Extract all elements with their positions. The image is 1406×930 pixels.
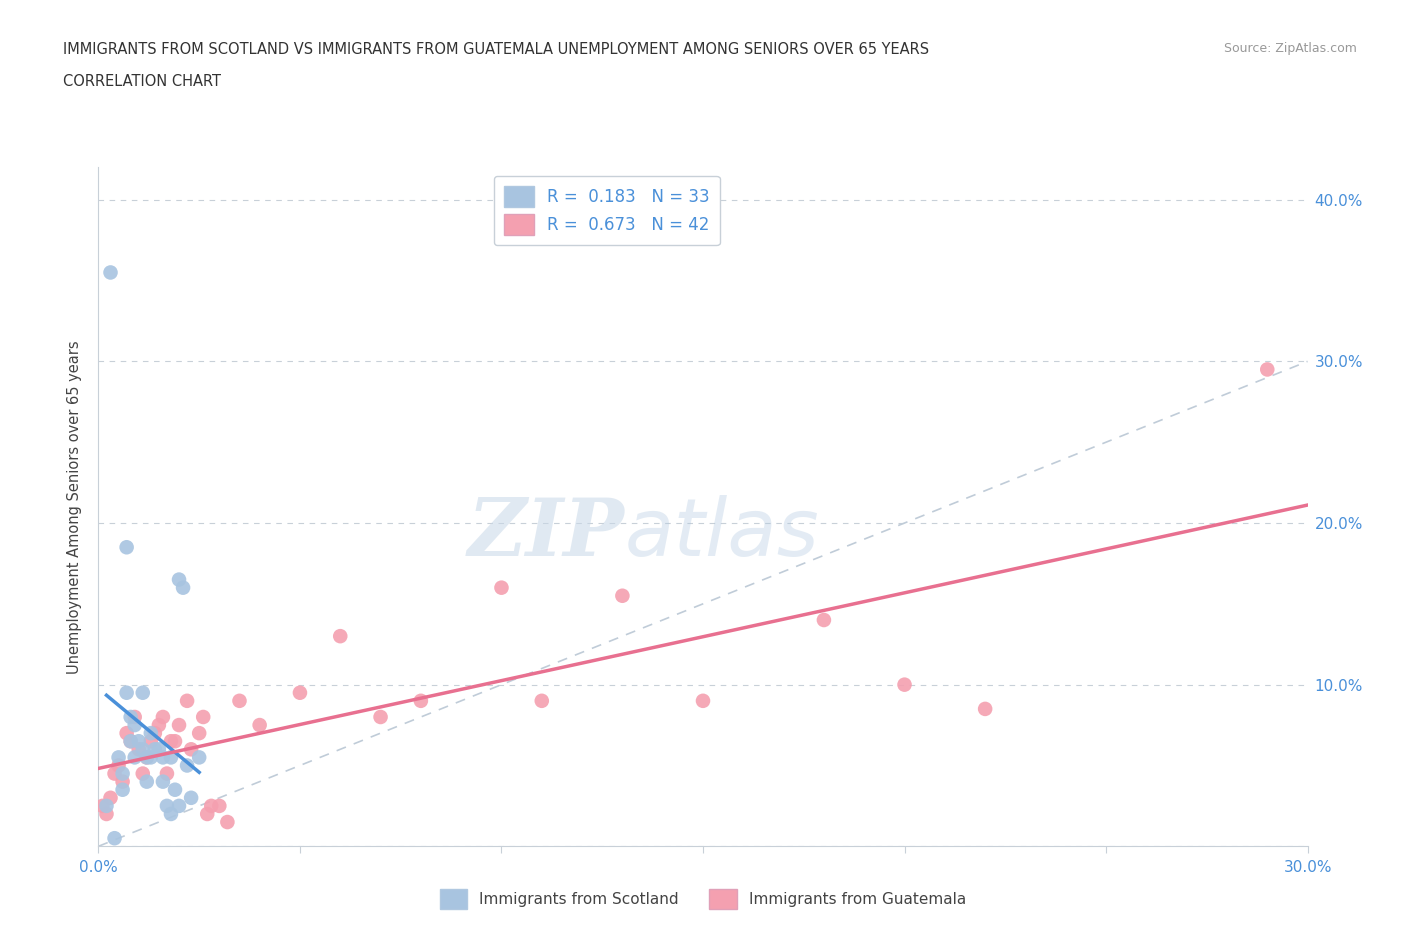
Point <box>139 725 162 740</box>
Text: atlas: atlas <box>624 495 820 573</box>
Point <box>491 580 513 595</box>
Point <box>124 750 146 764</box>
Point <box>135 774 157 789</box>
Point <box>288 685 311 700</box>
Point <box>193 710 215 724</box>
Point <box>120 710 142 724</box>
Point <box>139 750 162 764</box>
Point <box>107 750 129 764</box>
Point <box>100 790 122 805</box>
Point <box>103 830 125 845</box>
Point <box>200 799 222 814</box>
Point <box>103 766 125 781</box>
Point <box>160 806 183 821</box>
Point <box>530 694 553 709</box>
Point <box>139 734 162 749</box>
Point <box>409 694 432 709</box>
Point <box>115 539 138 554</box>
Point <box>163 782 186 797</box>
Point <box>148 742 170 757</box>
Legend: Immigrants from Scotland, Immigrants from Guatemala: Immigrants from Scotland, Immigrants fro… <box>432 882 974 917</box>
Point <box>120 734 142 749</box>
Point <box>132 685 155 700</box>
Point <box>124 718 146 733</box>
Point <box>188 725 211 740</box>
Point <box>249 718 271 733</box>
Point <box>107 758 129 773</box>
Point <box>160 750 183 764</box>
Point <box>135 750 157 764</box>
Point <box>115 725 138 740</box>
Point <box>132 766 155 781</box>
Point <box>156 799 179 814</box>
Point <box>156 766 179 781</box>
Point <box>195 806 218 821</box>
Point <box>612 589 634 604</box>
Point <box>188 750 211 764</box>
Point <box>124 710 146 724</box>
Point <box>152 710 174 724</box>
Point <box>135 750 157 764</box>
Text: CORRELATION CHART: CORRELATION CHART <box>63 74 221 89</box>
Point <box>160 734 183 749</box>
Point <box>176 694 198 709</box>
Text: IMMIGRANTS FROM SCOTLAND VS IMMIGRANTS FROM GUATEMALA UNEMPLOYMENT AMONG SENIORS: IMMIGRANTS FROM SCOTLAND VS IMMIGRANTS F… <box>63 42 929 57</box>
Point <box>167 572 190 587</box>
Point <box>128 742 150 757</box>
Point <box>228 694 250 709</box>
Y-axis label: Unemployment Among Seniors over 65 years: Unemployment Among Seniors over 65 years <box>67 340 83 673</box>
Point <box>167 799 190 814</box>
Point <box>128 734 150 749</box>
Point <box>172 580 194 595</box>
Point <box>100 265 122 280</box>
Point <box>143 725 166 740</box>
Point <box>893 677 915 692</box>
Point <box>208 799 231 814</box>
Point <box>143 742 166 757</box>
Point <box>180 790 202 805</box>
Point <box>167 718 190 733</box>
Point <box>132 742 155 757</box>
Point <box>813 613 835 628</box>
Text: Source: ZipAtlas.com: Source: ZipAtlas.com <box>1223 42 1357 55</box>
Point <box>148 718 170 733</box>
Point <box>370 710 392 724</box>
Point <box>96 806 118 821</box>
Point <box>111 782 134 797</box>
Point <box>111 766 134 781</box>
Point <box>96 799 118 814</box>
Point <box>91 799 114 814</box>
Text: ZIP: ZIP <box>468 496 624 573</box>
Point <box>974 701 997 716</box>
Point <box>1256 362 1278 377</box>
Point <box>115 685 138 700</box>
Point <box>217 815 239 830</box>
Point <box>180 742 202 757</box>
Point <box>329 629 352 644</box>
Point <box>176 758 198 773</box>
Point <box>152 750 174 764</box>
Point <box>152 774 174 789</box>
Point <box>111 774 134 789</box>
Point <box>692 694 714 709</box>
Point <box>163 734 186 749</box>
Point <box>120 734 142 749</box>
